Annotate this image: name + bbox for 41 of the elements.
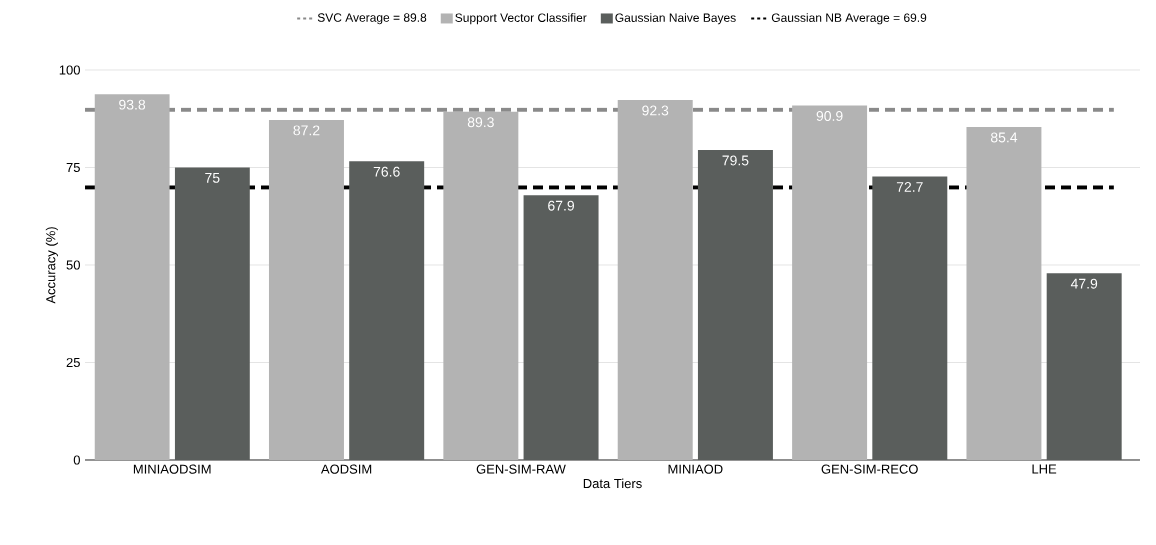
x-tick-label: LHE	[1032, 464, 1057, 474]
data-label: 85.4	[990, 132, 1018, 143]
x-tick-label: GEN-SIM-RECO	[821, 464, 918, 474]
y-axis-title: Accuracy (%)	[45, 227, 58, 304]
y-tick-label: 75	[66, 162, 80, 173]
data-label: 79.5	[722, 155, 749, 166]
legend-label: Support Vector Classifier	[455, 13, 587, 25]
y-tick-label: 50	[66, 260, 80, 270]
bar	[872, 176, 948, 460]
data-label: 47.9	[1070, 278, 1098, 289]
bar	[966, 126, 1042, 460]
x-axis-title: Data Tiers	[583, 478, 642, 489]
legend-label: Gaussian NB Average = 69.9	[771, 13, 927, 25]
x-tick-label: MINIAOD	[668, 464, 723, 474]
data-label: 92.3	[642, 105, 669, 116]
bar	[174, 167, 250, 460]
data-label: 75	[205, 173, 220, 183]
bar	[268, 119, 344, 460]
data-label: 76.6	[373, 166, 400, 177]
x-tick-label: GEN-SIM-RAW	[476, 464, 566, 474]
bar	[1046, 273, 1122, 460]
x-tick-label: AODSIM	[320, 464, 372, 474]
legend-label: SVC Average = 89.8	[317, 13, 427, 25]
bar	[617, 100, 693, 460]
bar	[443, 111, 519, 460]
x-tick-label: MINIAODSIM	[133, 464, 211, 474]
y-tick-label: 100	[59, 65, 80, 75]
data-label: 93.8	[119, 99, 146, 110]
y-tick-label: 0	[73, 455, 80, 465]
bar	[349, 161, 425, 460]
data-label: 87.2	[293, 125, 320, 136]
data-label: 89.3	[467, 117, 494, 128]
bar	[697, 149, 773, 460]
y-tick-label: 25	[66, 357, 80, 368]
legend-label: Gaussian Naive Bayes	[615, 13, 736, 25]
bar	[94, 94, 170, 460]
data-label: 72.7	[896, 181, 923, 192]
bar	[792, 105, 868, 460]
bar	[523, 195, 599, 460]
data-label: 67.9	[548, 200, 575, 211]
data-label: 90.9	[816, 111, 843, 121]
